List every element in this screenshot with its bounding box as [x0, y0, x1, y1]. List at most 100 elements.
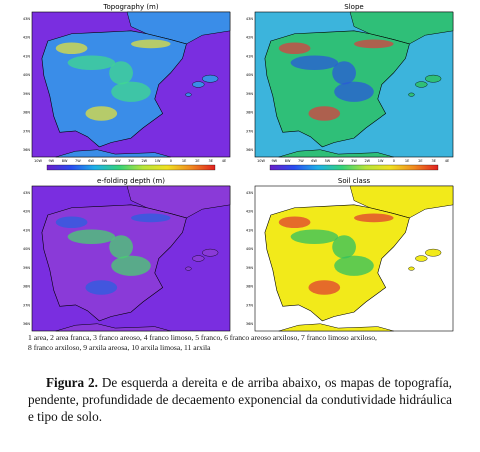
lat-label: 43N: [246, 191, 253, 195]
lat-label: 39N: [23, 92, 30, 96]
terrain-patch: [131, 39, 171, 49]
caption-label: Figura 2.: [46, 375, 98, 390]
lon-label: 2E: [195, 159, 199, 163]
lat-label: 40N: [23, 73, 30, 77]
lon-label: 7W: [298, 159, 304, 163]
lat-label: 42N: [246, 36, 253, 40]
lon-label: 9W: [271, 159, 277, 163]
caption: Figura 2. De esquerda a dereita e de arr…: [28, 374, 452, 425]
lat-label: 38N: [246, 111, 253, 115]
terrain-patch: [354, 39, 394, 49]
terrain-patch: [278, 42, 311, 55]
lat-label: 43N: [23, 191, 30, 195]
lon-label: 1W: [378, 159, 384, 163]
caption-text: De esquerda a dereita e de arriba abaixo…: [28, 375, 452, 424]
island: [192, 81, 205, 88]
terrain-patch: [67, 55, 116, 70]
lon-label: 1E: [182, 159, 186, 163]
lat-label: 37N: [23, 303, 30, 307]
lat-label: 37N: [23, 129, 30, 133]
lat-label: 36N: [23, 148, 30, 152]
lat-label: 41N: [246, 54, 253, 58]
legend-line: 1 area, 2 area franca, 3 franco areoso, …: [28, 333, 377, 342]
lon-label: 3E: [431, 159, 435, 163]
terrain-patch: [131, 213, 171, 223]
terrain-patch: [67, 229, 116, 244]
lon-label: 5W: [102, 159, 108, 163]
terrain-patch: [55, 216, 88, 229]
lat-label: 36N: [23, 322, 30, 326]
island: [415, 81, 428, 88]
map-panel: e-folding depth (m) 43N 42N 41N 40N 39N 38N 37N…: [23, 177, 231, 332]
lon-label: 2E: [418, 159, 422, 163]
lat-label: 40N: [246, 73, 253, 77]
island: [408, 266, 415, 271]
island: [192, 255, 205, 262]
lat-label: 38N: [246, 285, 253, 289]
lat-label: 42N: [23, 210, 30, 214]
lon-label: 4W: [115, 159, 121, 163]
lat-label: 38N: [23, 285, 30, 289]
lat-label: 40N: [246, 247, 253, 251]
terrain-patch: [278, 216, 311, 229]
lon-label: 2W: [364, 159, 370, 163]
island: [425, 74, 442, 83]
lon-label: 5W: [325, 159, 331, 163]
lon-label: 9W: [48, 159, 54, 163]
colorbar: [269, 164, 439, 171]
terrain-patch: [290, 229, 339, 244]
terrain-patch: [85, 106, 118, 121]
lon-label: 10W: [257, 159, 265, 163]
lat-label: 43N: [246, 17, 253, 21]
terrain-patch: [111, 255, 151, 276]
lat-label: 42N: [246, 210, 253, 214]
terrain-patch: [332, 61, 356, 85]
terrain-patch: [111, 81, 151, 102]
lat-label: 41N: [23, 54, 30, 58]
terrain-patch: [308, 280, 341, 295]
terrain-patch: [354, 213, 394, 223]
lon-label: 4E: [445, 159, 449, 163]
terrain-patch: [334, 81, 374, 102]
island: [415, 255, 428, 262]
land: [278, 149, 394, 158]
lat-label: 37N: [246, 303, 253, 307]
island: [425, 248, 442, 257]
lat-label: 36N: [246, 148, 253, 152]
figure: Topography (m) 43N 42N 41N 40N 39N 38N 37N 36N 10…: [23, 3, 454, 332]
lat-label: 38N: [23, 111, 30, 115]
lon-label: 1E: [405, 159, 409, 163]
lon-label: 0: [170, 159, 172, 163]
lat-label: 43N: [23, 17, 30, 21]
lon-label: 3E: [208, 159, 212, 163]
lat-label: 42N: [23, 36, 30, 40]
land: [55, 323, 171, 332]
terrain-patch: [109, 235, 133, 259]
lat-label: 39N: [246, 266, 253, 270]
map-panel: Slope 43N 42N 41N 40N 39N 38N 37N 36N 10W 9W 8W 7W 6W…: [246, 3, 454, 171]
lat-label: 39N: [23, 266, 30, 270]
soil-legend: 1 area, 2 area franca, 3 franco areoso, …: [28, 333, 468, 353]
lat-label: 41N: [23, 228, 30, 232]
lon-label: 4W: [338, 159, 344, 163]
panel-title: Slope: [344, 3, 363, 11]
terrain-patch: [85, 280, 118, 295]
colorbar: [46, 164, 216, 171]
terrain-patch: [334, 255, 374, 276]
island: [185, 266, 192, 271]
lat-label: 36N: [246, 322, 253, 326]
lon-label: 2W: [141, 159, 147, 163]
lon-label: 8W: [62, 159, 68, 163]
terrain-patch: [55, 42, 88, 55]
lon-label: 8W: [285, 159, 291, 163]
lat-label: 41N: [246, 228, 253, 232]
lon-label: 10W: [34, 159, 42, 163]
island: [408, 92, 415, 97]
island: [202, 74, 219, 83]
panel-title: e-folding depth (m): [97, 177, 165, 185]
lat-label: 40N: [23, 247, 30, 251]
terrain-patch: [308, 106, 341, 121]
land: [278, 323, 394, 332]
lon-label: 6W: [88, 159, 94, 163]
